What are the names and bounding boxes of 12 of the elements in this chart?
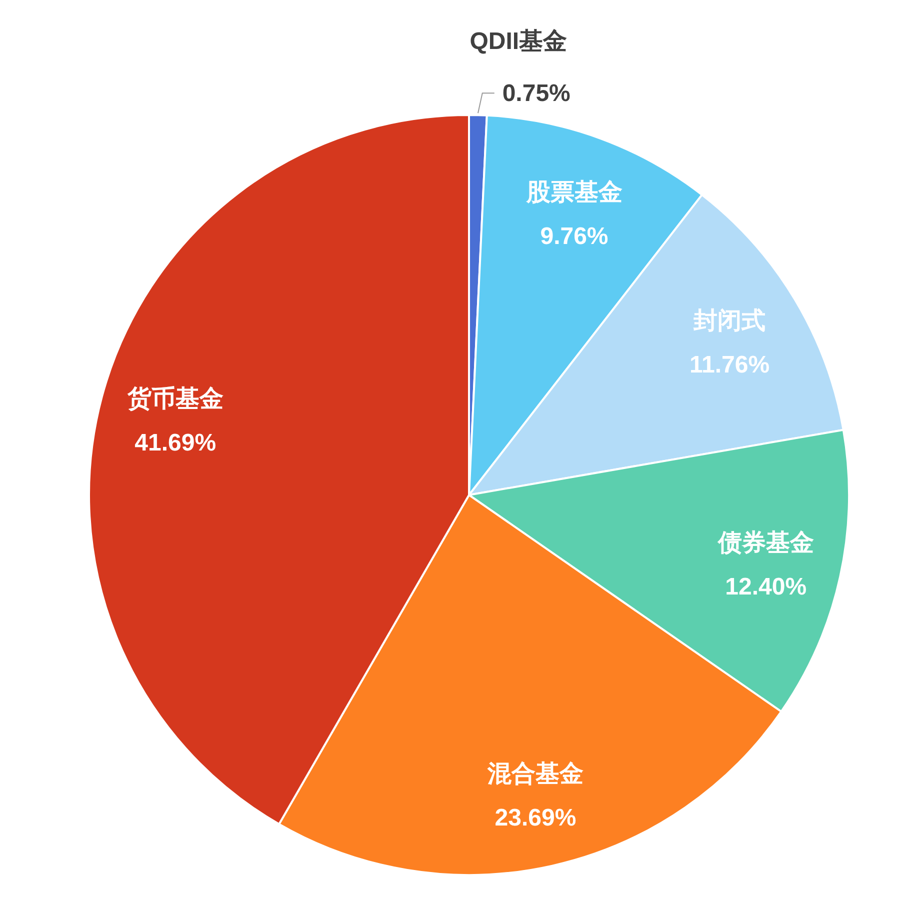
data-label: 11.76% bbox=[689, 351, 770, 378]
slice-label: 货币基金 bbox=[126, 385, 224, 412]
slice-label: 混合基金 bbox=[486, 760, 584, 788]
data-label: 0.75% bbox=[502, 80, 570, 108]
data-label: 9.76% bbox=[540, 222, 608, 250]
slice-label: 债券基金 bbox=[716, 529, 814, 556]
data-label: 23.69% bbox=[494, 804, 576, 832]
slice-label: 封闭式 bbox=[692, 307, 766, 334]
slice-label: QDII基金 bbox=[470, 28, 568, 56]
slice-label: 股票基金 bbox=[525, 178, 622, 206]
data-label: 41.69% bbox=[134, 429, 216, 456]
data-label: 12.40% bbox=[725, 573, 807, 600]
